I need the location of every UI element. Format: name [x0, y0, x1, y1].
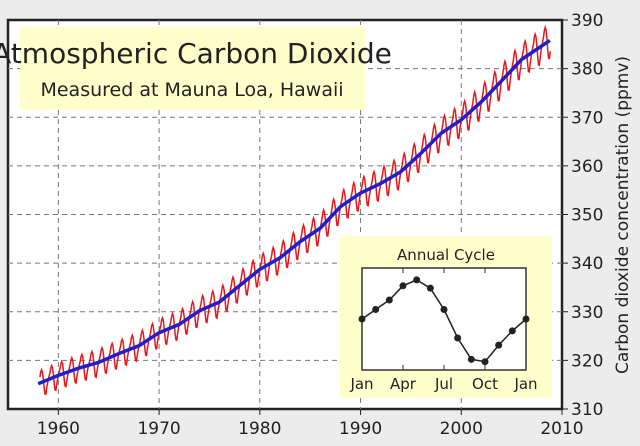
trend-series-line — [37, 38, 551, 386]
inset-title: Annual Cycle — [397, 246, 495, 264]
y-tick-label: 350 — [571, 206, 603, 226]
y-tick-label: 360 — [571, 157, 603, 177]
chart-title: Atmospheric Carbon Dioxide — [0, 37, 392, 70]
chart-subtitle: Measured at Mauna Loa, Hawaii — [40, 79, 343, 101]
inset-x-tick-label: Apr — [390, 375, 417, 393]
inset-x-tick-label: Jan — [349, 375, 373, 393]
y-tick-label: 330 — [571, 303, 603, 323]
x-tick-label: 1960 — [37, 419, 80, 439]
y-tick-label: 370 — [571, 108, 603, 128]
inset-data-point — [399, 282, 407, 290]
inset-data-point — [385, 296, 393, 304]
inset-plot-area — [361, 267, 527, 371]
x-tick-label: 1970 — [137, 419, 180, 439]
x-tick-label: 1990 — [339, 419, 382, 439]
inset-x-tick-label: Jan — [513, 375, 537, 393]
x-tick-label: 1980 — [238, 419, 281, 439]
inset-x-tick-label: Jul — [434, 375, 453, 393]
y-tick-label: 320 — [571, 351, 603, 371]
inset-data-point — [440, 306, 448, 314]
inset-data-point — [508, 327, 516, 335]
inset-data-point — [358, 315, 366, 323]
inset-data-point — [522, 315, 530, 323]
inset-data-point — [467, 355, 475, 363]
inset-data-point — [454, 334, 462, 342]
y-tick-label: 310 — [571, 400, 603, 420]
inset-data-point — [372, 306, 380, 314]
y-axis-label: Carbon dioxide concentration (ppmv) — [613, 56, 633, 374]
monthly-series-line — [39, 24, 551, 396]
y-tick-label: 380 — [571, 60, 603, 80]
inset: Annual Cycle Jan Apr Jul Oct Jan — [340, 236, 552, 398]
inset-x-tick-label: Oct — [472, 375, 498, 393]
inset-data-point — [413, 276, 421, 284]
inset-data-point — [481, 358, 489, 366]
y-tick-label: 390 — [571, 11, 603, 31]
x-tick-label: 2010 — [540, 419, 583, 439]
x-tick-label: 2000 — [440, 419, 483, 439]
title-box — [20, 27, 365, 110]
inset-data-point — [426, 284, 434, 292]
inset-data-point — [495, 341, 503, 349]
y-tick-label: 340 — [571, 254, 603, 274]
